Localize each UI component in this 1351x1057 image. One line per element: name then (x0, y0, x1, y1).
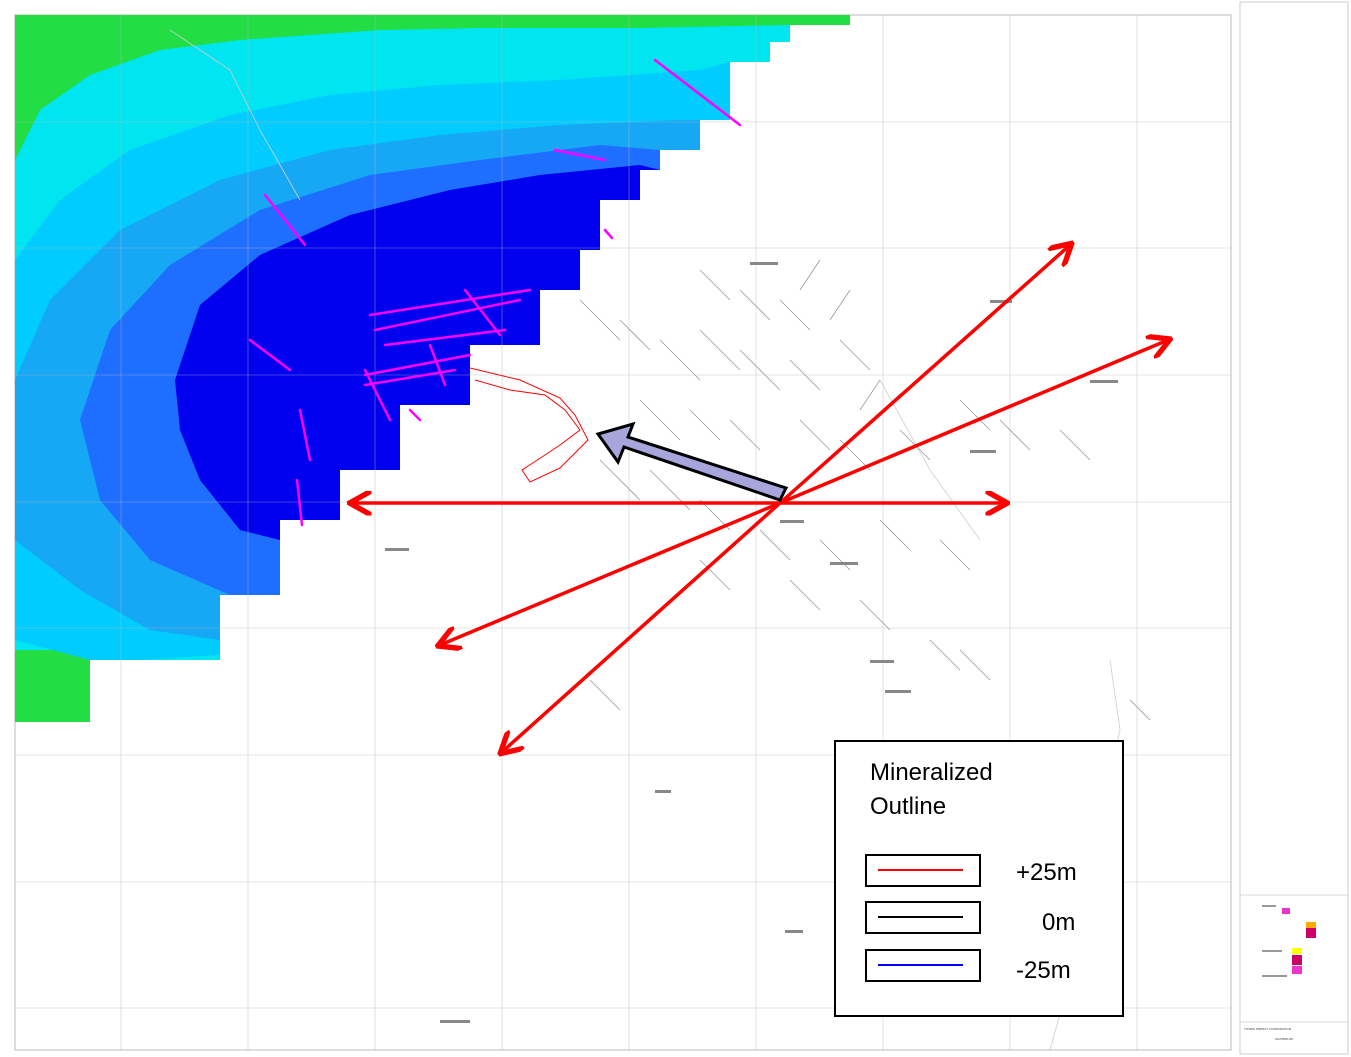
legend-label-minus25: -25m (1016, 957, 1071, 984)
legend-title-line1: Mineralized (870, 759, 993, 786)
legend: Mineralized Outline +25m 0m -25m (835, 741, 1123, 1016)
legend-label-0: 0m (1042, 909, 1075, 936)
title-panel-frame (1240, 2, 1348, 1054)
legend-label-plus25: +25m (1016, 859, 1077, 886)
legend-title-line2: Outline (870, 793, 946, 820)
title-block-project: WATERBURY (1275, 1037, 1294, 1041)
title-block-company: TOWER ENERGY CORPORATION (1243, 1027, 1291, 1031)
